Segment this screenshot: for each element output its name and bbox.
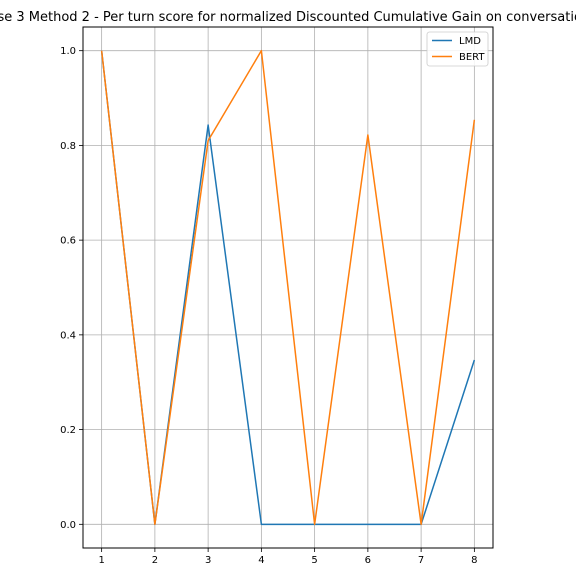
x-tick-label: 3 [205, 555, 211, 566]
legend-label-lmd: LMD [459, 36, 481, 47]
chart-title: Phase 3 Method 2 - Per turn score for no… [0, 10, 576, 25]
x-tick-label: 2 [152, 555, 158, 566]
x-tick-label: 4 [258, 555, 264, 566]
series-line-bert [100, 49, 476, 526]
y-tick-label: 0.2 [60, 425, 76, 436]
x-axis: 1 2 3 4 5 6 7 8 [98, 548, 478, 566]
plot-frame [82, 26, 494, 549]
y-tick-label: 0.0 [60, 520, 76, 531]
y-axis: 0.0 0.2 0.4 0.6 0.8 1.0 [60, 46, 83, 531]
x-tick-label: 7 [418, 555, 424, 566]
x-tick-label: 1 [98, 555, 104, 566]
y-tick-label: 1.0 [60, 46, 76, 57]
legend: LMD BERT [426, 31, 489, 67]
x-tick-label: 5 [311, 555, 317, 566]
y-tick-label: 0.8 [60, 141, 76, 152]
y-tick-label: 0.6 [60, 236, 76, 247]
y-tick-label: 0.4 [60, 330, 76, 341]
grid-lines [83, 27, 493, 548]
series-lines [100, 49, 476, 526]
x-tick-label: 6 [365, 555, 371, 566]
x-tick-label: 8 [471, 555, 477, 566]
legend-label-bert: BERT [459, 52, 485, 63]
